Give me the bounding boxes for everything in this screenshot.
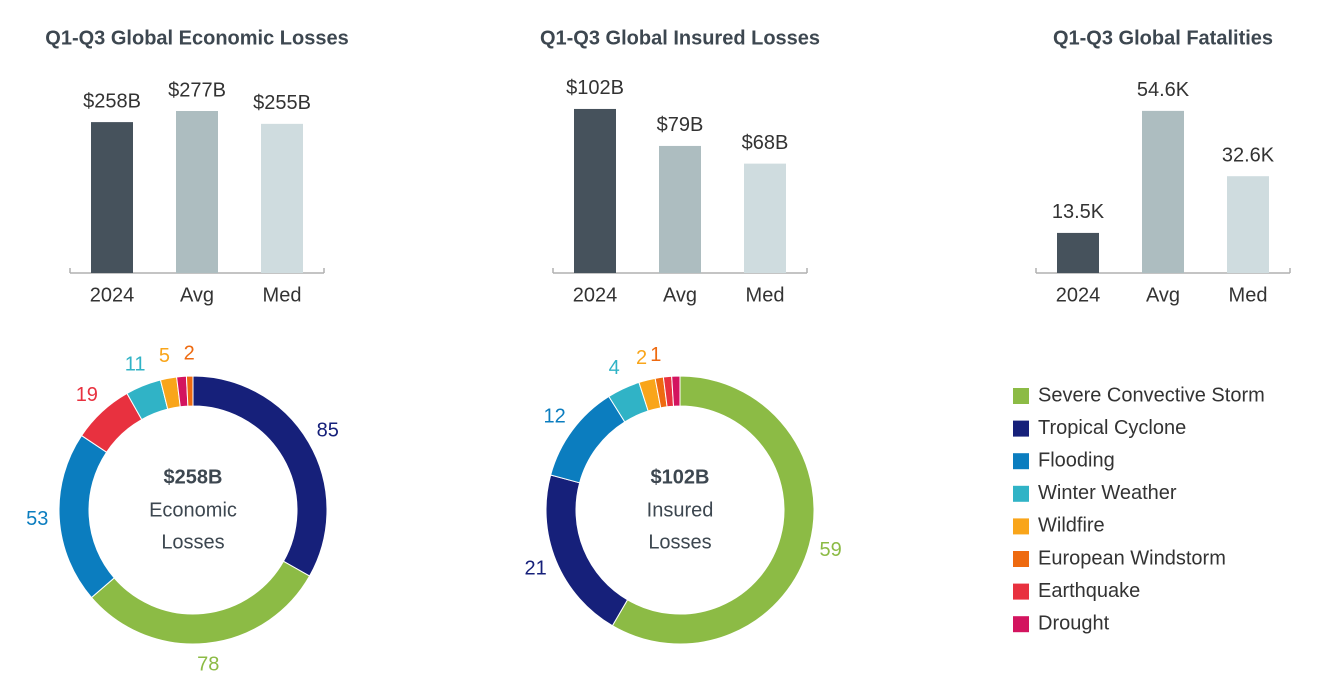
- value-label: $102B: [566, 77, 624, 99]
- bar: [659, 145, 701, 273]
- x-tick-label: Med: [1229, 284, 1268, 306]
- legend-label: Drought: [1038, 612, 1110, 634]
- x-tick-label: 2024: [573, 284, 618, 306]
- legend-swatch: [1013, 616, 1029, 633]
- center-label: Losses: [161, 531, 224, 553]
- donut-segment: [185, 375, 194, 407]
- donut-segment: [611, 375, 815, 645]
- donut-segment: [58, 434, 115, 599]
- bar: [744, 163, 786, 273]
- x-tick-label: Avg: [1146, 284, 1180, 306]
- segment-label: 2: [184, 342, 195, 364]
- segment-label: 2: [636, 347, 647, 369]
- segment-label: 11: [125, 353, 146, 375]
- legend-label: European Windstorm: [1038, 547, 1226, 569]
- segment-label: 4: [609, 357, 620, 379]
- value-label: $79B: [657, 114, 704, 136]
- bar: [1227, 176, 1269, 273]
- center-value: $258B: [164, 466, 223, 488]
- x-tick-label: Med: [746, 284, 785, 306]
- legend-label: Flooding: [1038, 449, 1115, 471]
- chart-title: Q1-Q3 Global Economic Losses: [45, 27, 348, 49]
- segment-label: 19: [76, 384, 98, 406]
- value-label: 32.6K: [1222, 144, 1275, 166]
- segment-label: 21: [525, 557, 547, 579]
- x-tick-label: Avg: [180, 284, 214, 306]
- legend-label: Tropical Cyclone: [1038, 417, 1186, 439]
- x-tick-label: Avg: [663, 284, 697, 306]
- segment-label: 59: [819, 539, 841, 561]
- legend-swatch: [1013, 485, 1029, 502]
- chart-title: Q1-Q3 Global Fatalities: [1053, 27, 1273, 49]
- center-label: Losses: [648, 531, 711, 553]
- value-label: 13.5K: [1052, 201, 1105, 223]
- center-label: Economic: [149, 499, 237, 521]
- legend-swatch: [1013, 388, 1029, 404]
- legend-swatch: [1013, 420, 1029, 437]
- segment-label: 85: [317, 420, 339, 442]
- legend-label: Winter Weather: [1038, 482, 1177, 504]
- segment-label: 12: [544, 405, 566, 427]
- bar: [176, 110, 218, 273]
- legend-label: Severe Convective Storm: [1038, 384, 1265, 406]
- x-tick-label: 2024: [1056, 284, 1101, 306]
- legend-swatch: [1013, 551, 1029, 567]
- chart-title: Q1-Q3 Global Insured Losses: [540, 27, 820, 49]
- legend-swatch: [1013, 583, 1029, 600]
- segment-label: 78: [197, 654, 219, 676]
- segment-label: 1: [650, 344, 661, 366]
- bar: [261, 123, 303, 273]
- segment-label: 53: [26, 508, 48, 530]
- segment-label: 5: [159, 345, 170, 367]
- x-tick-label: Med: [263, 284, 302, 306]
- donut-segment: [90, 560, 311, 645]
- legend-swatch: [1013, 453, 1029, 470]
- bar: [91, 122, 133, 273]
- value-label: 54.6K: [1137, 79, 1190, 101]
- legend-label: Wildfire: [1038, 515, 1105, 537]
- bar: [1057, 232, 1099, 273]
- donut-segment: [671, 375, 681, 407]
- value-label: $255B: [253, 92, 311, 114]
- value-label: $68B: [742, 132, 789, 154]
- legend-label: Earthquake: [1038, 580, 1140, 602]
- value-label: $277B: [168, 79, 226, 101]
- x-tick-label: 2024: [90, 284, 135, 306]
- value-label: $258B: [83, 90, 141, 112]
- legend-swatch: [1013, 518, 1029, 535]
- center-label: Insured: [647, 499, 714, 521]
- donut-segment: [545, 474, 629, 627]
- bar: [574, 108, 616, 273]
- bar: [1142, 110, 1184, 273]
- center-value: $102B: [651, 466, 710, 488]
